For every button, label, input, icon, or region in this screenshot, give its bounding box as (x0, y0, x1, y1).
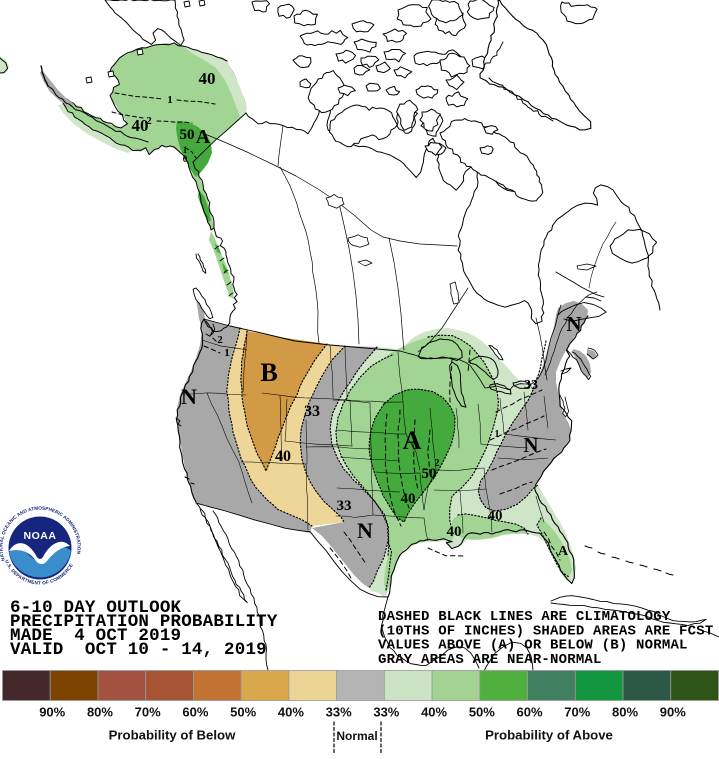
svg-text:40%: 40% (421, 705, 447, 720)
svg-text:33%: 33% (373, 705, 399, 720)
svg-text:33: 33 (337, 498, 352, 514)
svg-text:DASHED BLACK LINES ARE CLIMATO: DASHED BLACK LINES ARE CLIMATOLOGY (378, 609, 671, 625)
svg-text:1: 1 (167, 94, 173, 106)
svg-text:40: 40 (275, 448, 291, 465)
svg-text:40: 40 (132, 116, 149, 135)
svg-text:40: 40 (488, 508, 503, 524)
svg-text:A: A (403, 426, 422, 455)
svg-text:50: 50 (180, 127, 195, 143)
svg-text:40: 40 (447, 524, 462, 540)
svg-text:N: N (523, 433, 538, 457)
svg-text:40%: 40% (278, 705, 304, 720)
svg-text:90%: 90% (660, 705, 686, 720)
svg-text:40: 40 (401, 491, 416, 507)
svg-text:1: 1 (183, 145, 188, 155)
svg-text:33%: 33% (326, 705, 352, 720)
svg-text:N: N (181, 384, 197, 409)
svg-text:MADE 4 OCT 2019: MADE 4 OCT 2019 (10, 626, 181, 646)
svg-text:70%: 70% (564, 705, 590, 720)
svg-text:2: 2 (146, 115, 152, 127)
svg-text:80%: 80% (612, 705, 638, 720)
svg-text:33: 33 (304, 403, 320, 420)
svg-text:Probability of Below: Probability of Below (109, 728, 236, 743)
svg-text:PRECIPITATION PROBABILITY: PRECIPITATION PROBABILITY (10, 612, 278, 632)
svg-text:A: A (196, 126, 211, 148)
svg-text:A: A (558, 544, 569, 559)
svg-text:B: B (260, 358, 277, 387)
svg-text:80%: 80% (87, 705, 113, 720)
svg-text:1: 1 (495, 429, 500, 440)
svg-text:1: 1 (224, 347, 230, 359)
svg-text:2: 2 (435, 458, 440, 469)
svg-text:50: 50 (422, 466, 437, 482)
svg-text:6-10 DAY OUTLOOK: 6-10 DAY OUTLOOK (10, 598, 182, 618)
svg-text:(10THS OF INCHES) SHADED AREAS: (10THS OF INCHES) SHADED AREAS ARE FCST (378, 623, 713, 639)
svg-text:Probability of Above: Probability of Above (485, 728, 613, 743)
svg-text:50%: 50% (469, 705, 495, 720)
svg-text:2: 2 (217, 334, 223, 346)
svg-text:60%: 60% (182, 705, 208, 720)
svg-text:GRAY AREAS ARE NEAR-NORMAL: GRAY AREAS ARE NEAR-NORMAL (378, 652, 602, 668)
svg-text:VALUES ABOVE (A) OR BELOW (B): VALUES ABOVE (A) OR BELOW (B) NORMAL (378, 638, 688, 654)
svg-text:33: 33 (524, 378, 538, 393)
svg-text:NOAA: NOAA (24, 530, 57, 542)
svg-text:90%: 90% (39, 705, 65, 720)
svg-text:40: 40 (199, 69, 216, 88)
svg-text:0: 0 (183, 154, 188, 164)
svg-text:60%: 60% (517, 705, 543, 720)
svg-text:70%: 70% (135, 705, 161, 720)
svg-text:VALID OCT 10 - 14, 2019: VALID OCT 10 - 14, 2019 (10, 640, 267, 660)
svg-text:N: N (357, 518, 373, 543)
svg-text:50%: 50% (230, 705, 256, 720)
svg-text:Normal: Normal (336, 729, 377, 743)
svg-text:N: N (566, 312, 581, 336)
